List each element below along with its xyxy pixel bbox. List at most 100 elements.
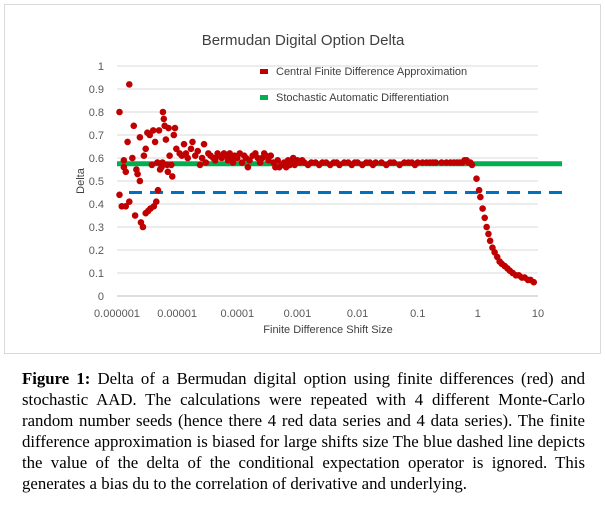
figure-caption: Figure 1: Delta of a Bermudan digital op… (22, 368, 585, 494)
finite-difference-point (155, 127, 163, 134)
finite-difference-point (154, 159, 161, 166)
y-tick-label: 0.6 (89, 153, 104, 165)
finite-difference-point (468, 161, 476, 169)
finite-difference-point (159, 108, 167, 116)
finite-difference-point (151, 138, 159, 146)
finite-difference-point (486, 237, 494, 245)
finite-difference-point (274, 157, 282, 164)
finite-difference-point (130, 122, 138, 130)
y-tick-label: 0.9 (89, 84, 104, 96)
x-axis-label: Finite Difference Shift Size (263, 324, 392, 336)
finite-difference-point (136, 177, 144, 185)
finite-difference-point (165, 124, 172, 132)
x-tick-label: 0.1 (410, 308, 425, 320)
finite-difference-point (438, 159, 445, 166)
finite-difference-point (168, 161, 175, 169)
finite-difference-point (200, 140, 208, 148)
finite-difference-point (168, 173, 176, 180)
finite-difference-point (267, 152, 275, 159)
finite-difference-point (479, 205, 486, 212)
y-tick-label: 0.3 (89, 222, 104, 234)
finite-difference-point (154, 186, 162, 194)
finite-difference-point (473, 175, 480, 182)
finite-difference-point (120, 157, 128, 164)
finite-difference-point (173, 145, 180, 153)
finite-difference-point (483, 223, 490, 231)
finite-difference-point (116, 191, 123, 199)
finite-difference-point (202, 159, 210, 166)
finite-difference-point (390, 159, 398, 166)
finite-difference-point (187, 145, 195, 153)
finite-difference-point (139, 223, 147, 231)
finite-difference-point (142, 145, 149, 153)
x-tick-labels: 0.000001 0.00001 0.0001 0.001 0.01 0.1 1 10 (94, 308, 544, 320)
finite-difference-point (189, 138, 196, 146)
finite-difference-point (129, 154, 136, 162)
y-tick-label: 0.4 (89, 199, 104, 211)
x-tick-label: 0.000001 (94, 308, 140, 320)
finite-difference-point (170, 131, 178, 139)
legend-label-aad: Stochastic Automatic Differentiation (276, 92, 449, 104)
y-tick-label: 0.2 (89, 245, 104, 257)
x-tick-label: 0.01 (347, 308, 368, 320)
chart-title: Bermudan Digital Option Delta (202, 32, 405, 49)
finite-difference-point (244, 163, 252, 171)
x-tick-label: 0.001 (284, 308, 312, 320)
y-tick-label: 0.7 (89, 130, 104, 142)
finite-difference-point (180, 140, 188, 148)
finite-difference-point (148, 161, 156, 169)
y-tick-labels: 0 0.1 0.2 0.3 0.4 0.5 0.6 0.7 0.8 0.9 1 (89, 61, 104, 303)
finite-difference-point (122, 203, 130, 210)
finite-difference-point (146, 131, 154, 139)
x-tick-label: 0.00001 (157, 308, 197, 320)
legend: Central Finite Difference Approximation … (260, 66, 467, 104)
finite-difference-point (152, 198, 160, 205)
y-tick-label: 0 (98, 291, 104, 303)
finite-difference-point (134, 170, 141, 178)
finite-difference-point (131, 212, 139, 219)
finite-difference-point (198, 154, 206, 162)
y-tick-label: 0.1 (89, 268, 104, 280)
finite-difference-point (124, 138, 131, 146)
finite-difference-point (184, 154, 192, 162)
y-axis-label: Delta (75, 167, 87, 194)
finite-difference-point (125, 198, 133, 205)
finite-difference-point (485, 230, 492, 238)
finite-difference-point (140, 152, 148, 159)
finite-difference-point (477, 193, 484, 201)
finite-difference-point (475, 186, 483, 194)
y-tick-label: 1 (98, 61, 104, 73)
finite-difference-point (116, 108, 123, 116)
finite-difference-point (122, 168, 130, 176)
legend-swatch-finite-difference (260, 69, 268, 74)
finite-difference-point (211, 157, 219, 164)
finite-difference-point (166, 152, 173, 159)
caption-text: Delta of a Bermudan digital option using… (22, 369, 585, 493)
finite-difference-point (125, 81, 133, 88)
x-tick-label: 0.0001 (220, 308, 254, 320)
finite-difference-point (194, 147, 202, 155)
legend-swatch-aad (260, 95, 268, 100)
x-tick-label: 1 (475, 308, 481, 320)
finite-difference-point (372, 159, 379, 166)
scatter-points (116, 81, 538, 286)
finite-difference-point (171, 124, 179, 132)
y-tick-label: 0.8 (89, 107, 104, 119)
finite-difference-point (414, 159, 422, 166)
y-tick-label: 0.5 (89, 176, 104, 188)
finite-difference-point (164, 168, 172, 176)
finite-difference-point (530, 278, 538, 286)
chart: Bermudan Digital Option Delta 0 0.1 0.2 0.3… (75, 32, 562, 336)
finite-difference-point (136, 134, 144, 141)
finite-difference-point (196, 161, 204, 169)
finite-difference-point (238, 159, 246, 166)
finite-difference-point (432, 159, 440, 166)
finite-difference-point (160, 115, 168, 123)
finite-difference-point (149, 127, 157, 134)
x-tick-label: 10 (532, 308, 544, 320)
finite-difference-point (162, 136, 170, 143)
finite-difference-point (481, 214, 489, 222)
finite-difference-point (229, 159, 237, 166)
caption-label: Figure 1: (22, 369, 91, 388)
legend-label-finite-difference: Central Finite Difference Approximation (276, 66, 467, 78)
